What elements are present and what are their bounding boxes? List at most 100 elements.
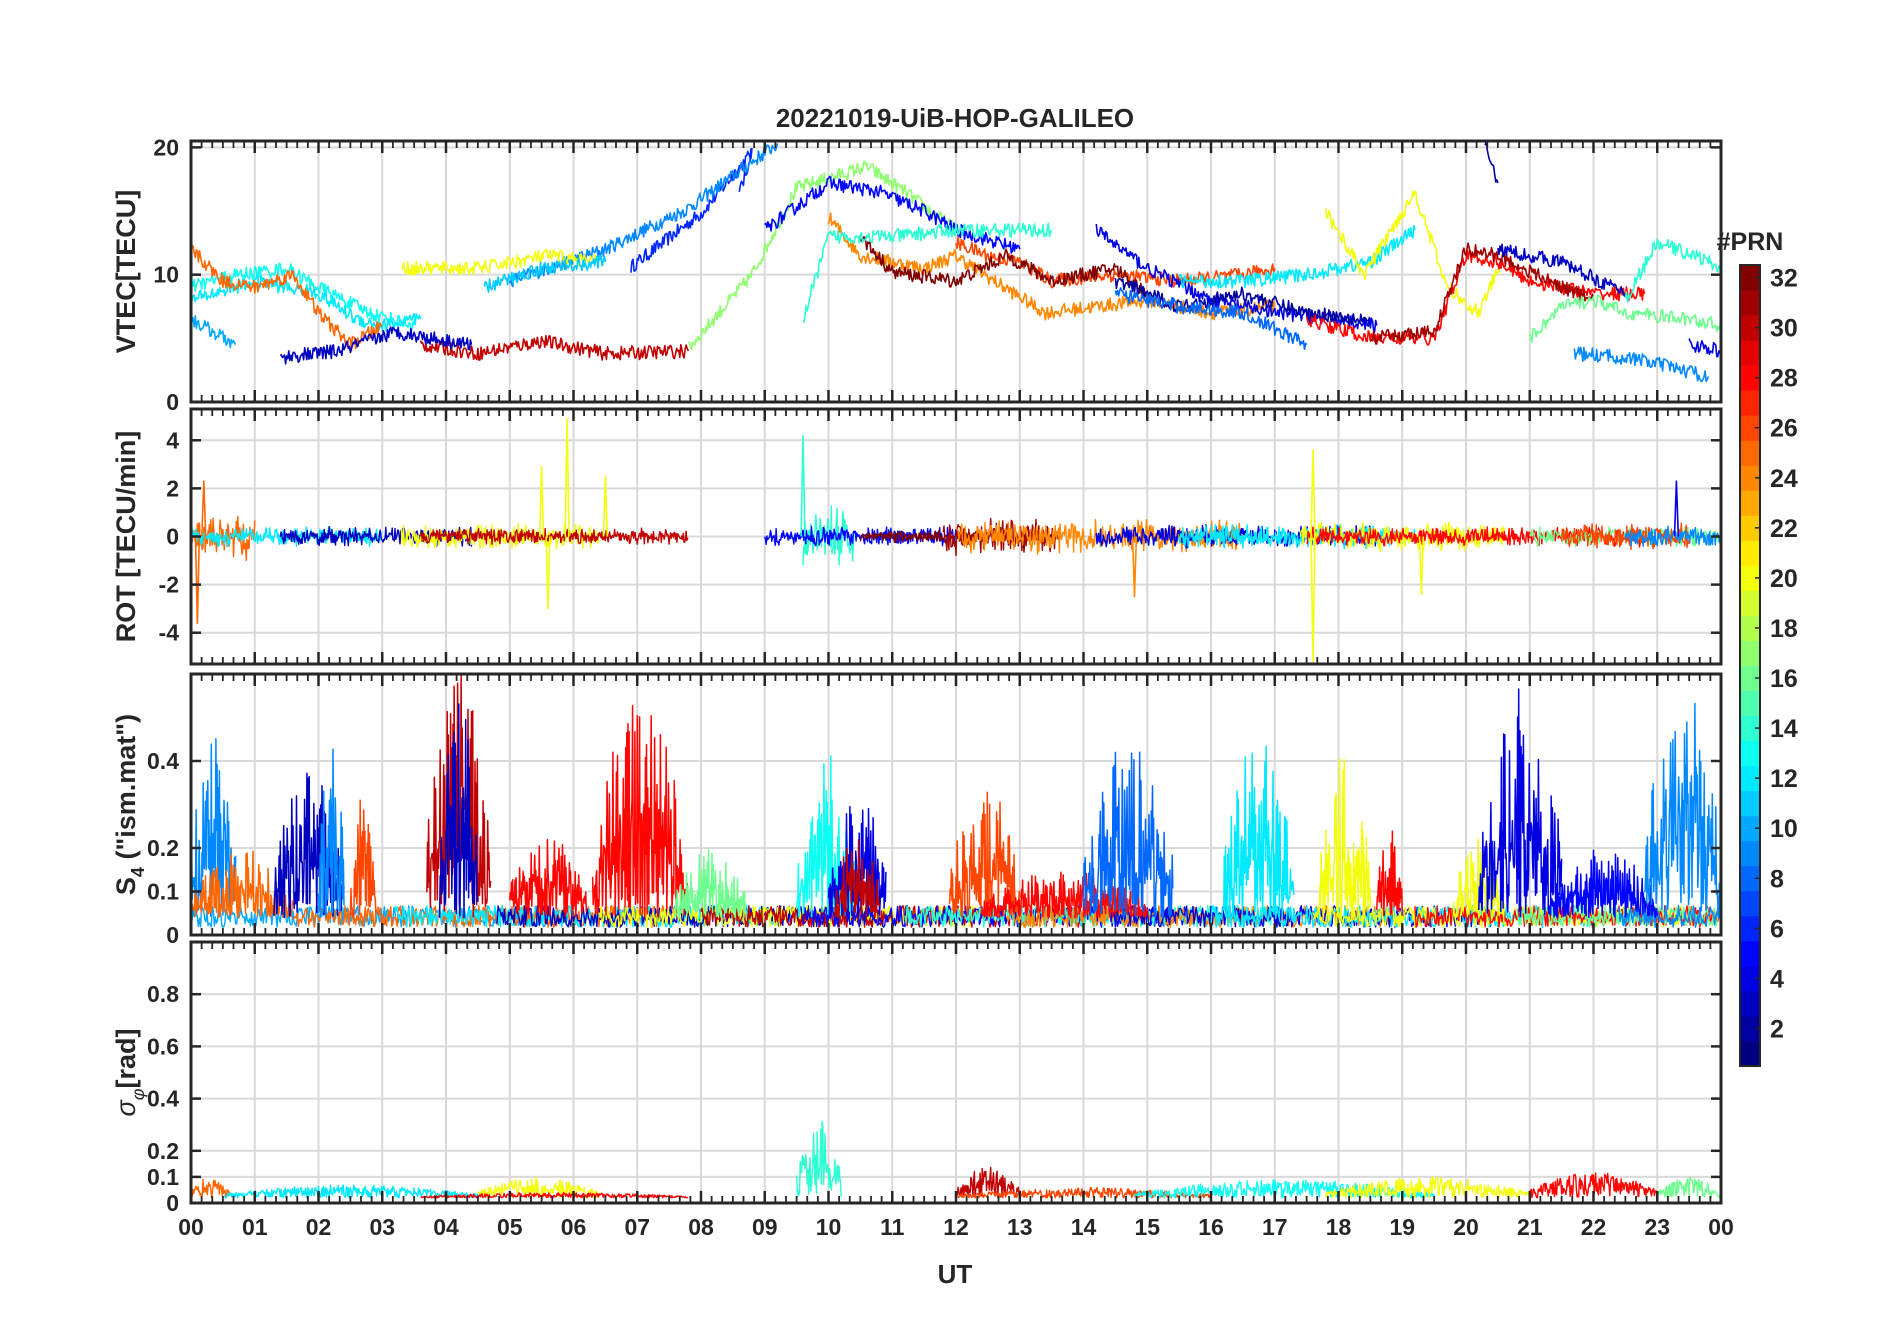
y-tick-label: 0 — [166, 1190, 179, 1216]
vtec-series-prn-11 — [483, 254, 607, 293]
y-tick-label: 0.2 — [147, 1138, 179, 1164]
x-tick-label: 00 — [178, 1214, 204, 1240]
colorbar-swatch — [1740, 365, 1760, 391]
vtec-series-prn-9 — [509, 143, 779, 288]
rot-spike-prn-24 — [1131, 536, 1138, 598]
colorbar-tick-label: 10 — [1770, 815, 1798, 843]
rot-spike-prn-20 — [1418, 536, 1425, 596]
s4-series-prn-3 — [438, 703, 479, 919]
x-tick-label: 03 — [369, 1214, 395, 1240]
s4-baseline-prn-25 — [292, 905, 677, 928]
vtec-series-prn-26 — [955, 236, 1276, 289]
x-tick-label: 18 — [1326, 1214, 1352, 1240]
rot-spike-prn-20 — [1310, 449, 1316, 537]
sigma-series-prn-30 — [955, 1166, 1021, 1199]
s4-baseline-prn-16 — [1516, 905, 1721, 928]
x-tick-marks — [189, 409, 1723, 664]
colorbar-swatch — [1740, 815, 1760, 842]
rot-series-prn-12 — [191, 526, 383, 548]
vtec-series-prn-28 — [1305, 248, 1646, 346]
s4-series-prn-28 — [1376, 830, 1404, 917]
colorbar-tick-label: 18 — [1770, 615, 1798, 643]
x-tick-marks — [189, 674, 1723, 935]
panel-s4: 0 0.1 0.2 0.4S4 ("ism.mat") — [111, 672, 1723, 948]
s4-series-prn-16 — [674, 848, 747, 919]
colorbar-swatch — [1740, 315, 1760, 341]
vtec-series-prn-3 — [279, 326, 473, 365]
colorbar-swatch — [1740, 740, 1760, 767]
colorbar-tick-label: 24 — [1770, 465, 1798, 493]
rot-spike-prn-25 — [194, 536, 201, 624]
colorbar-tick-label: 4 — [1770, 965, 1784, 993]
rot-spike-prn-4 — [1673, 480, 1680, 537]
x-tick-label: 16 — [1198, 1214, 1224, 1240]
vtec-series-prn-17 — [687, 160, 957, 351]
s4-baseline-prn-4 — [1108, 905, 1493, 928]
x-tick-label: 04 — [433, 1214, 459, 1240]
colorbar-swatch — [1740, 690, 1760, 717]
colorbar-swatch — [1740, 615, 1760, 641]
colorbar-swatch — [1740, 765, 1760, 792]
vtec-series-prn-4 — [1688, 338, 1721, 358]
y-tick-label: 0.4 — [147, 1086, 179, 1112]
s4-series-prn-30 — [834, 838, 881, 919]
s4-series-prn-26 — [948, 791, 1021, 919]
x-tick-label: 09 — [752, 1214, 778, 1240]
y-tick-label: 2 — [166, 475, 179, 501]
chart-title: 20221019-UiB-HOP-GALILEO — [776, 103, 1134, 133]
panel-rot: -4 -2 0 2 4 ROT [TECU/min] — [111, 407, 1723, 666]
grid — [191, 141, 1721, 402]
y-tick-label: -2 — [159, 572, 179, 598]
x-tick-marks — [189, 942, 1723, 1203]
rot-series-prn-4 — [1095, 524, 1378, 549]
y-axis-label-vtec: VTEC[TECU] — [111, 190, 141, 354]
colorbar-swatch — [1740, 940, 1760, 967]
x-tick-label: 12 — [943, 1214, 969, 1240]
rot-spike-prn-20 — [538, 465, 545, 537]
rot-spike-prn-20 — [545, 536, 551, 610]
rot-spike-prn-25 — [201, 480, 207, 537]
colorbar-tick-label: 30 — [1770, 315, 1798, 343]
series-layer — [191, 674, 1721, 928]
colorbar-tick-label: 32 — [1770, 265, 1798, 293]
y-axis-label-rot: ROT [TECU/min] — [111, 431, 141, 642]
vtec-series-prn-32 — [859, 236, 1148, 298]
y-tick-label: 20 — [153, 134, 179, 160]
colorbar-swatch — [1740, 840, 1760, 867]
s4-series-prn-12 — [1223, 745, 1295, 919]
rot-series-prn-28 — [1306, 526, 1646, 548]
colorbar-tick-label: 14 — [1770, 715, 1798, 743]
colorbar-swatch — [1740, 1040, 1760, 1067]
x-tick-label: 11 — [880, 1214, 905, 1240]
panel-sigma: 00.10.2 0.4 0.6 0.8 σφ[rad] — [111, 940, 1723, 1216]
rot-series-prn-31 — [942, 518, 1059, 556]
colorbar-tick-label: 20 — [1770, 565, 1798, 593]
vtec-series-prn-2 — [1114, 278, 1371, 325]
s4-series-prn-5 — [1548, 849, 1659, 919]
y-tick-label: 0 — [166, 524, 179, 550]
y-axis-label-s4: S4 ("ism.mat") — [111, 714, 148, 895]
y-tick-label: 0.8 — [147, 981, 179, 1007]
colorbar-swatch — [1740, 265, 1760, 291]
colorbar-swatch — [1740, 465, 1760, 491]
colorbar-swatch — [1740, 390, 1760, 416]
colorbar-tick-label: 6 — [1770, 915, 1784, 943]
grid — [191, 942, 1721, 1203]
colorbar-tick-label: 22 — [1770, 515, 1798, 543]
y-tick-label: 0.1 — [147, 879, 179, 905]
vtec-series-prn-31 — [1369, 242, 1595, 345]
colorbar-swatch — [1740, 515, 1760, 541]
rot-spike-prn-20 — [564, 417, 570, 537]
vtec-series-prn-6 — [630, 148, 753, 273]
x-tick-label: 13 — [1007, 1214, 1033, 1240]
x-axis-label: UT — [938, 1259, 973, 1289]
rot-spike-prn-20 — [602, 475, 609, 537]
x-tick-label: 08 — [688, 1214, 714, 1240]
colorbar-swatch — [1740, 665, 1760, 692]
vtec-series-prn-14 — [1624, 238, 1721, 303]
vtec-series-prn-9 — [1573, 346, 1710, 383]
sigma-series-prn-28 — [420, 1191, 689, 1199]
colorbar-tick-label: 26 — [1770, 415, 1798, 443]
